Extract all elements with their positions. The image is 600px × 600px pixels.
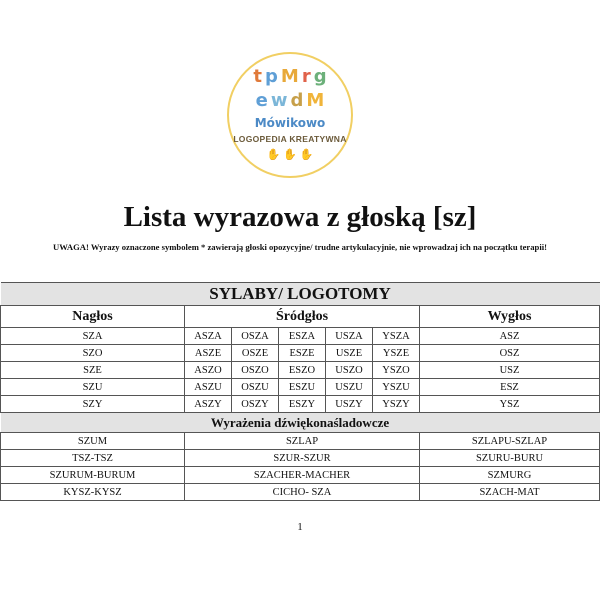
cell: SZUM — [0, 432, 185, 450]
logo-letter: g — [313, 66, 327, 87]
cell-srodglos: USZE — [325, 344, 373, 362]
logo-letter: p — [265, 66, 278, 87]
table-row: SZUM SZLAP SZLAPU-SZLAP — [0, 432, 600, 450]
table-row: SZA ASZA OSZA ESZA USZA YSZA ASZ — [0, 327, 600, 345]
cell-naglos: SZA — [0, 327, 185, 345]
table-row: SZY ASZY OSZY ESZY USZY YSZY YSZ — [0, 395, 600, 413]
cell-srodglos: OSZU — [231, 378, 279, 396]
cell-srodglos: YSZE — [372, 344, 420, 362]
cell: SZMURG — [419, 466, 600, 484]
cell-srodglos: YSZU — [372, 378, 420, 396]
cell-wyglos: USZ — [419, 361, 600, 379]
logo-letter: w — [270, 90, 288, 111]
cell-srodglos: ESZA — [278, 327, 326, 345]
logo-letters: e w d M — [229, 90, 351, 112]
cell-naglos: SZY — [0, 395, 185, 413]
logo-letter: d — [290, 90, 304, 111]
logo-letter: t — [253, 66, 262, 87]
hands-icon: ✋ ✋ ✋ — [266, 149, 314, 161]
cell: CICHO- SZA — [184, 483, 420, 501]
cell-srodglos: USZY — [325, 395, 373, 413]
cell-srodglos: ASZE — [184, 344, 232, 362]
cell-srodglos: USZO — [325, 361, 373, 379]
logo-letter: M — [306, 90, 325, 111]
header-srodglos: Śródgłos — [184, 305, 420, 328]
logo-letter: r — [301, 66, 311, 87]
logo: t p M r g e w d M Mówikowo LOGOPEDIA KRE… — [227, 52, 353, 178]
cell-srodglos: ASZO — [184, 361, 232, 379]
page-number: 1 — [297, 521, 303, 533]
table-row: SZE ASZO OSZO ESZO USZO YSZO USZ — [0, 361, 600, 379]
cell-srodglos: ESZO — [278, 361, 326, 379]
cell-srodglos: ESZY — [278, 395, 326, 413]
cell: SZLAP — [184, 432, 420, 450]
cell: SZURU-BURU — [419, 449, 600, 467]
logo-letter: e — [255, 90, 268, 111]
cell-srodglos: YSZA — [372, 327, 420, 345]
cell: SZACHER-MACHER — [184, 466, 420, 484]
table-row: TSZ-TSZ SZUR-SZUR SZURU-BURU — [0, 449, 600, 467]
cell: SZACH-MAT — [419, 483, 600, 501]
cell: SZURUM-BURUM — [0, 466, 185, 484]
table-row: SZU ASZU OSZU ESZU USZU YSZU ESZ — [0, 378, 600, 396]
cell-srodglos: YSZY — [372, 395, 420, 413]
header-naglos: Nagłos — [0, 305, 185, 328]
cell-srodglos: YSZO — [372, 361, 420, 379]
section-title: Wyrażenia dźwiękonaśladowcze — [0, 412, 600, 433]
cell-srodglos: ASZY — [184, 395, 232, 413]
warning-note: UWAGA! Wyrazy oznaczone symbolem * zawie… — [53, 242, 547, 252]
cell-srodglos: OSZA — [231, 327, 279, 345]
cell-srodglos: USZU — [325, 378, 373, 396]
cell-srodglos: ESZE — [278, 344, 326, 362]
cell-srodglos: ESZU — [278, 378, 326, 396]
cell-srodglos: ASZU — [184, 378, 232, 396]
page-title: Lista wyrazowa z głoską [sz] — [123, 201, 477, 233]
header-wyglos: Wygłos — [419, 305, 600, 328]
word-list-table: SYLABY/ LOGOTOMY Nagłos Śródgłos Wygłos … — [0, 282, 600, 501]
cell-srodglos: OSZE — [231, 344, 279, 362]
cell: KYSZ-KYSZ — [0, 483, 185, 501]
logo-letter: M — [280, 66, 299, 87]
logo-tagline: LOGOPEDIA KREATYWNA — [233, 134, 347, 144]
cell-srodglos: OSZY — [231, 395, 279, 413]
cell: SZLAPU-SZLAP — [419, 432, 600, 450]
cell-naglos: SZE — [0, 361, 185, 379]
cell-wyglos: ASZ — [419, 327, 600, 345]
cell-srodglos: USZA — [325, 327, 373, 345]
cell-srodglos: OSZO — [231, 361, 279, 379]
logo-brand: Mówikowo — [254, 116, 326, 130]
cell-wyglos: ESZ — [419, 378, 600, 396]
table-row: SZURUM-BURUM SZACHER-MACHER SZMURG — [0, 466, 600, 484]
cell-naglos: SZO — [0, 344, 185, 362]
cell: SZUR-SZUR — [184, 449, 420, 467]
section-title: SYLABY/ LOGOTOMY — [0, 282, 600, 306]
cell-wyglos: YSZ — [419, 395, 600, 413]
logo-letters: t p M r g — [229, 66, 351, 88]
cell-naglos: SZU — [0, 378, 185, 396]
table-row: KYSZ-KYSZ CICHO- SZA SZACH-MAT — [0, 483, 600, 501]
cell: TSZ-TSZ — [0, 449, 185, 467]
table-row: SZO ASZE OSZE ESZE USZE YSZE OSZ — [0, 344, 600, 362]
cell-srodglos: ASZA — [184, 327, 232, 345]
cell-wyglos: OSZ — [419, 344, 600, 362]
